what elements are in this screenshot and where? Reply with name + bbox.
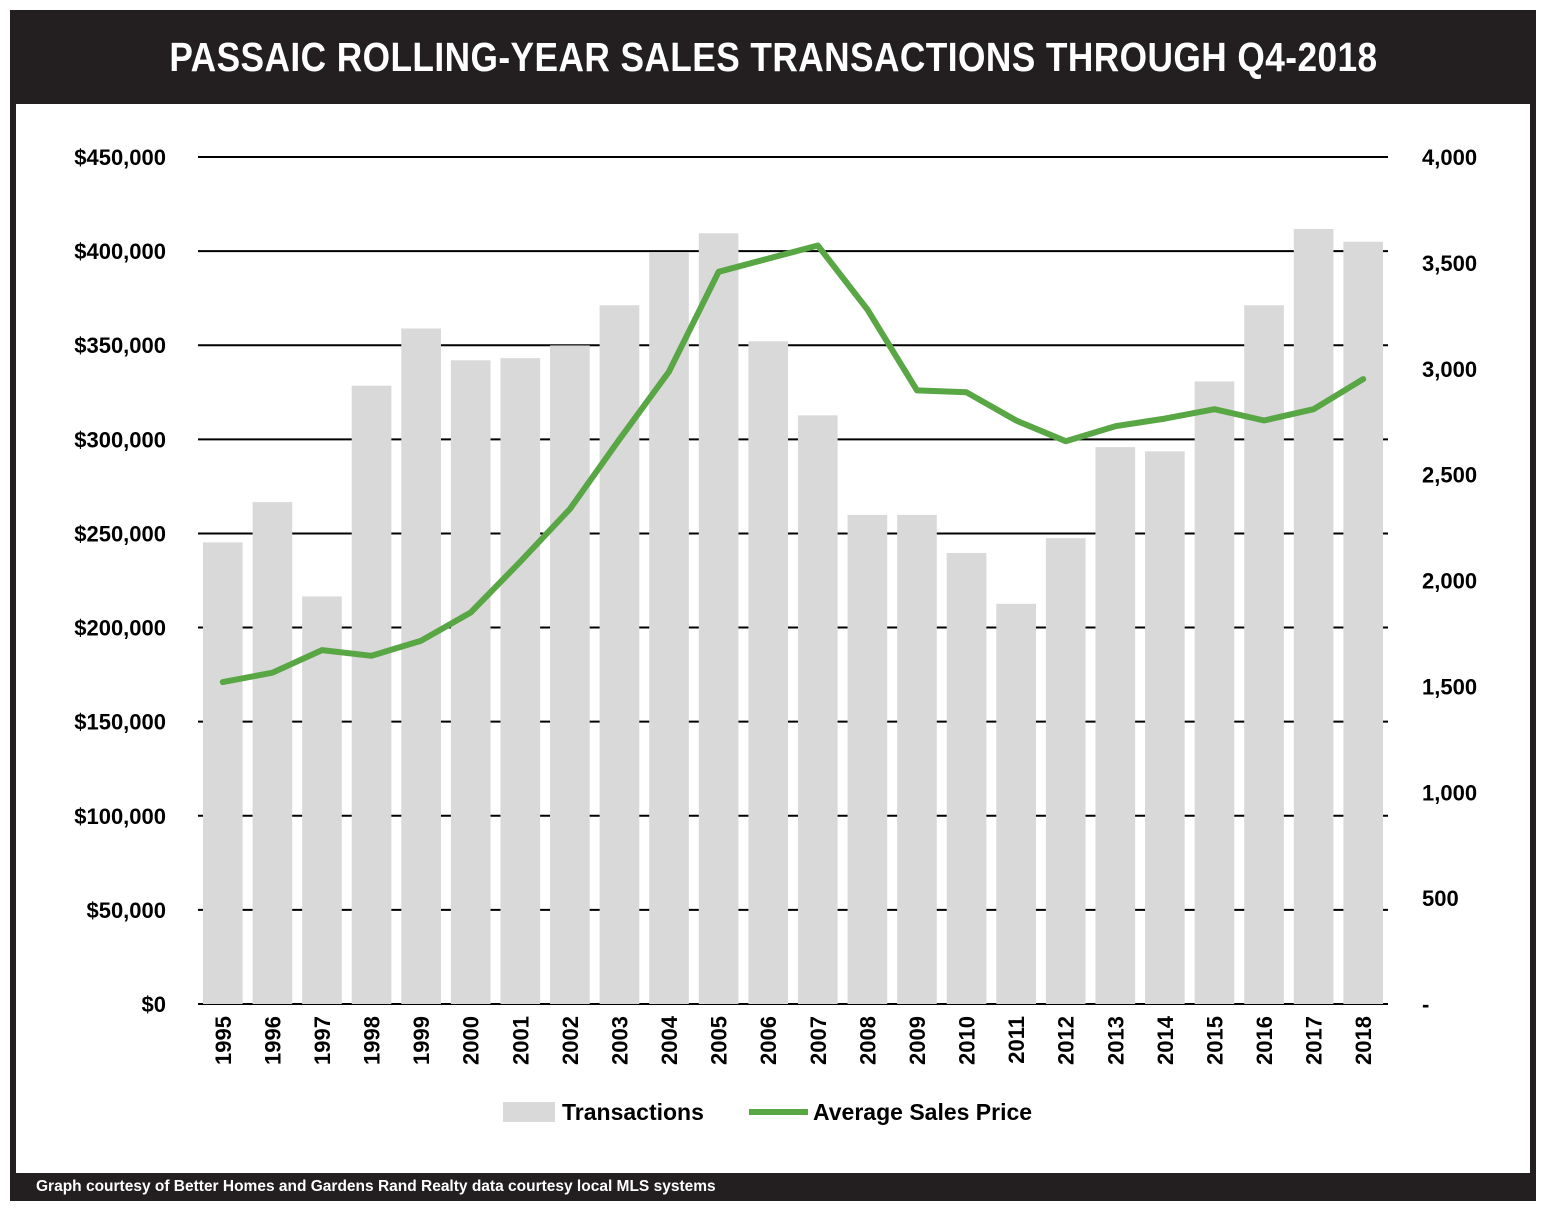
line-average-sales-price <box>219 242 1367 686</box>
y-left-tick-label: $250,000 <box>74 521 166 546</box>
bar-transactions <box>897 514 937 1004</box>
y-right-tick-label: 2,500 <box>1422 463 1477 488</box>
bar-transactions <box>252 502 293 1004</box>
bar-transactions <box>698 233 739 1005</box>
chart-frame: PASSAIC ROLLING-YEAR SALES TRANSACTIONS … <box>10 10 1536 1201</box>
title-bar: PASSAIC ROLLING-YEAR SALES TRANSACTIONS … <box>10 10 1536 104</box>
y-left-tick-label: $50,000 <box>86 898 166 923</box>
x-tick-label: 1996 <box>260 1016 285 1065</box>
x-tick-label: 1997 <box>310 1016 335 1065</box>
bar-transactions <box>599 305 640 1005</box>
y-left-tick-label: $0 <box>142 992 166 1017</box>
plot-panel: $0 $50,000 $100,000 $150,000 $200,000 $250,00… <box>16 104 1530 1173</box>
y-right-tick-label: 3,000 <box>1422 357 1477 382</box>
bar-transactions <box>996 603 1036 1004</box>
x-tick-label: 2017 <box>1302 1016 1327 1065</box>
x-tick-label: 2009 <box>905 1016 930 1065</box>
bar-transactions <box>847 514 888 1004</box>
x-tick-label: 2013 <box>1103 1016 1128 1065</box>
x-tick-label: 2000 <box>459 1016 484 1065</box>
bar-transactions <box>1095 447 1136 1004</box>
bar-transactions <box>946 552 987 1004</box>
bar-transactions <box>550 345 590 1004</box>
legend-label-transactions: Transactions <box>562 1099 704 1125</box>
bar-transactions <box>302 596 342 1004</box>
x-tick-label: 2010 <box>955 1016 980 1065</box>
y-right-tick-label: 2,000 <box>1422 569 1477 594</box>
legend-label-average-sales-price: Average Sales Price <box>813 1099 1032 1125</box>
source-footnote: Graph courtesy of Better Homes and Garde… <box>36 1178 716 1195</box>
bar-transactions <box>1194 381 1235 1005</box>
y-left-tick-label: $100,000 <box>74 804 166 829</box>
y-left-tick-label: $200,000 <box>74 616 166 641</box>
bar-transactions <box>1145 451 1185 1004</box>
x-tick-label: 2003 <box>607 1016 632 1065</box>
y-left-tick-label: $350,000 <box>74 333 166 358</box>
x-tick-label: 2006 <box>756 1016 781 1065</box>
y-right-tick-label: 500 <box>1422 886 1459 911</box>
y-right-tick-label: 4,000 <box>1422 145 1477 170</box>
bar-transactions <box>1045 538 1086 1004</box>
bar-transactions <box>748 341 789 1004</box>
x-tick-label: 2004 <box>657 1015 682 1065</box>
x-tick-label: 2014 <box>1153 1015 1178 1065</box>
bar-transactions <box>649 252 689 1005</box>
y-right-tick-label: 3,500 <box>1422 251 1477 276</box>
x-tick-label: 2012 <box>1054 1016 1079 1065</box>
y-right-tick-label: - <box>1422 992 1429 1017</box>
bar-transactions <box>351 385 392 1004</box>
bar-transactions <box>450 360 491 1004</box>
y-left-tick-label: $300,000 <box>74 427 166 452</box>
x-tick-label: 2001 <box>508 1016 533 1065</box>
y-left-tick-label: $450,000 <box>74 145 166 170</box>
y-left-tick-label: $150,000 <box>74 710 166 735</box>
legend-swatch-transactions <box>503 1102 555 1122</box>
x-tick-label: 1999 <box>409 1016 434 1065</box>
bar-transactions <box>797 415 838 1005</box>
x-tick-label: 1995 <box>211 1016 236 1065</box>
bar-transactions <box>500 358 541 1005</box>
x-tick-label: 2008 <box>855 1016 880 1065</box>
bar-transactions <box>1293 228 1334 1004</box>
x-tick-label: 1998 <box>360 1016 385 1065</box>
x-tick-label: 2018 <box>1351 1016 1376 1065</box>
x-tick-label: 2011 <box>1004 1016 1029 1064</box>
bar-transactions <box>1244 305 1284 1005</box>
x-tick-label: 2007 <box>806 1016 831 1065</box>
bar-transactions <box>202 542 243 1004</box>
chart-title: PASSAIC ROLLING-YEAR SALES TRANSACTIONS … <box>168 33 1378 80</box>
y-right-tick-label: 1,000 <box>1422 780 1477 805</box>
x-tick-label: 2015 <box>1202 1016 1227 1065</box>
chart-svg: $0 $50,000 $100,000 $150,000 $200,000 $250,00… <box>74 145 1477 1125</box>
x-tick-label: 2002 <box>558 1016 583 1065</box>
x-tick-label: 2005 <box>707 1016 732 1065</box>
bar-transactions <box>1343 241 1384 1004</box>
x-tick-label: 2016 <box>1252 1016 1277 1065</box>
y-left-tick-label: $400,000 <box>74 239 166 264</box>
y-right-tick-label: 1,500 <box>1422 674 1477 699</box>
bar-transactions <box>401 328 441 1004</box>
